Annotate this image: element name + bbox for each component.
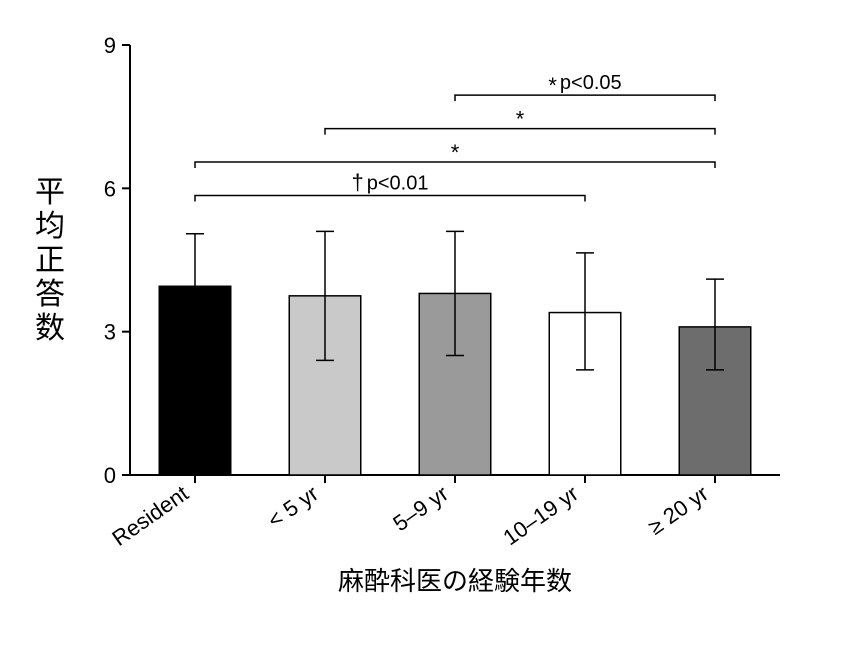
bar-chart: 0 3 6 9 平均正答数 Resident < 5 yr 5–9 yr 10–19 yr ≥ 2… [0,0,851,650]
y-tick-label: 3 [104,320,116,345]
y-axis-label-char: 答 [35,278,65,311]
y-axis-label-char: 平 [35,176,65,209]
chart-svg: 0 3 6 9 平均正答数 Resident < 5 yr 5–9 yr 10–19 yr ≥ 2… [0,0,851,650]
x-axis-label: 麻酔科医の経験年数 [338,566,572,596]
significance-label: †p<0.01 [352,170,429,195]
significance-bracket [195,196,585,202]
y-tick-label: 0 [104,463,116,488]
y-tick-label: 6 [104,176,116,201]
x-category-label: < 5 yr [263,481,323,533]
significance-label: * [451,140,460,165]
y-tick-label: 9 [104,33,116,58]
significance-bracket [455,95,715,101]
x-category-label: Resident [107,481,192,551]
x-category-label: 5–9 yr [388,481,452,537]
x-category-label: 10–19 yr [498,481,582,551]
significance-label: *p<0.05 [548,72,621,98]
y-axis-label-char: 数 [35,312,65,345]
y-axis-label-char: 均 [35,210,65,243]
y-axis-label-char: 正 [35,244,65,277]
x-category-label: ≥ 20 yr [644,481,713,540]
significance-label: * [516,107,525,132]
